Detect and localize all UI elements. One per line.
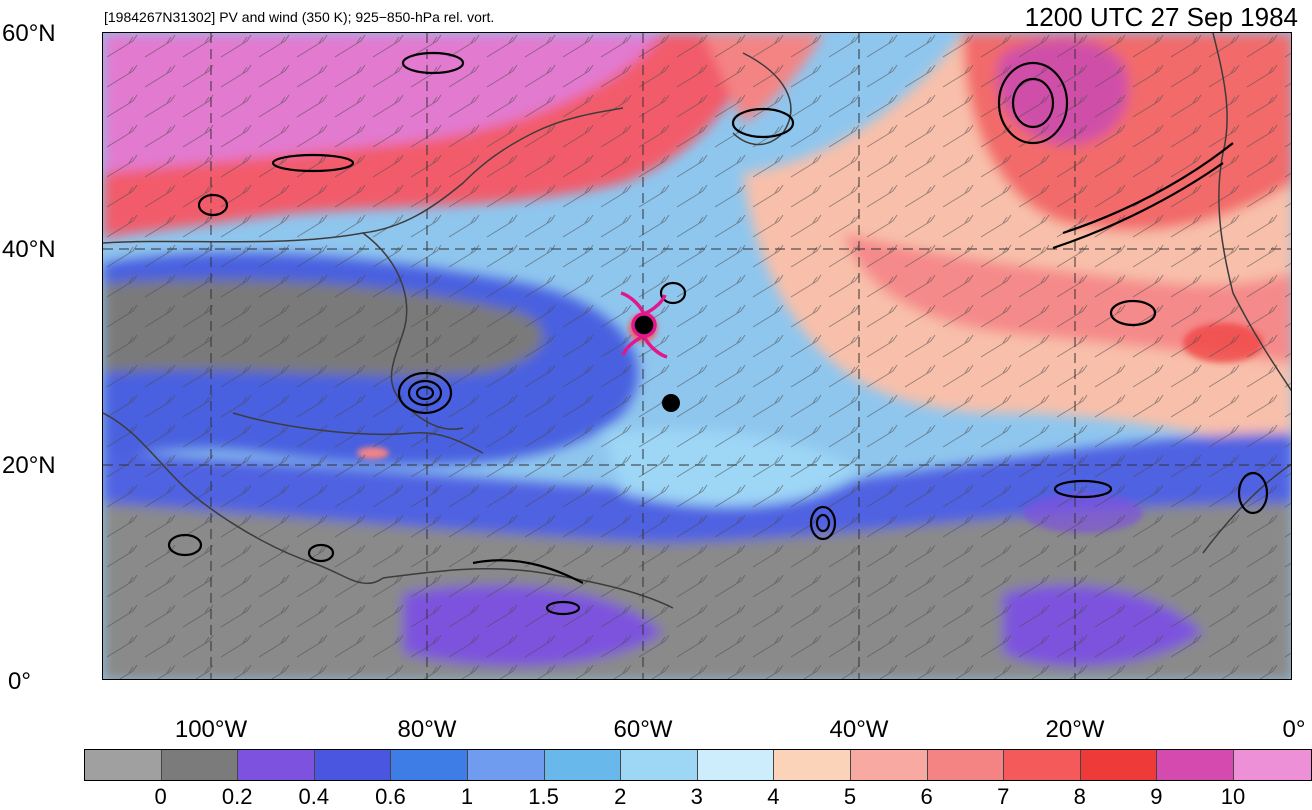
colorbar-tick-label: 9 [1150, 784, 1163, 809]
colorbar-tick-label: 0.2 [221, 784, 253, 809]
colorbar-swatch [697, 750, 775, 780]
colorbar-swatch [314, 750, 392, 780]
colorbar-tick-label: 6 [920, 784, 933, 809]
colorbar-tick-label: 2 [614, 784, 627, 809]
pv-map-graphic [103, 33, 1291, 679]
pv-map [102, 32, 1292, 680]
colorbar [84, 749, 1312, 781]
colorbar-swatch [467, 750, 545, 780]
colorbar-swatch [1233, 750, 1311, 780]
colorbar-swatch [1080, 750, 1158, 780]
colorbar-swatch [238, 750, 315, 780]
lon-label-20w: 20°W [1045, 716, 1105, 743]
colorbar-tick-label: 1.5 [528, 784, 559, 809]
colorbar-swatch [161, 750, 239, 780]
colorbar-tick-label: 3 [690, 784, 703, 809]
lon-label-40w: 40°W [829, 716, 889, 743]
lat-label-40n: 40°N [2, 236, 56, 263]
lat-label-20n: 20°N [2, 452, 56, 479]
wind-barbs [103, 33, 1291, 679]
colorbar-tick-label: 5 [843, 784, 857, 809]
map-subtitle: [1984267N31302] PV and wind (350 K); 925… [104, 9, 495, 25]
lon-label-100w: 100°W [174, 716, 248, 743]
position-dot [662, 394, 680, 412]
storm-center-dot [633, 314, 655, 336]
colorbar-swatch [774, 750, 851, 780]
colorbar-swatch [391, 750, 468, 780]
colorbar-swatch [850, 750, 928, 780]
lat-label-0: 0° [8, 668, 31, 695]
colorbar-swatch [621, 750, 698, 780]
colorbar-tick-label: 10 [1220, 784, 1246, 809]
coastlines [103, 33, 1291, 609]
vorticity-contours [167, 51, 1269, 616]
colorbar-tick-label: 7 [997, 784, 1010, 809]
colorbar-swatch [927, 750, 1005, 780]
colorbar-swatch [1157, 750, 1234, 780]
valid-time-title: 1200 UTC 27 Sep 1984 [1024, 2, 1298, 32]
colorbar-tick-label: 0 [154, 784, 167, 809]
colorbar-swatch [1004, 750, 1081, 780]
colorbar-tick-label: 1 [460, 784, 474, 809]
colorbar-swatch [544, 750, 622, 780]
graticule [103, 33, 1291, 679]
colorbar-tick-label: 4 [767, 784, 780, 809]
colorbar-tick-label: 0.6 [375, 784, 406, 809]
lon-label-0: 0° [1282, 716, 1306, 743]
lon-label-80w: 80°W [397, 716, 457, 743]
colorbar-tick-label: 8 [1073, 784, 1086, 809]
colorbar-swatch [85, 750, 162, 780]
lon-label-60w: 60°W [613, 716, 673, 743]
lat-label-60n: 60°N [2, 20, 56, 47]
tropical-cyclone-symbol-icon [620, 291, 668, 359]
colorbar-tick-label: 0.4 [298, 784, 330, 809]
